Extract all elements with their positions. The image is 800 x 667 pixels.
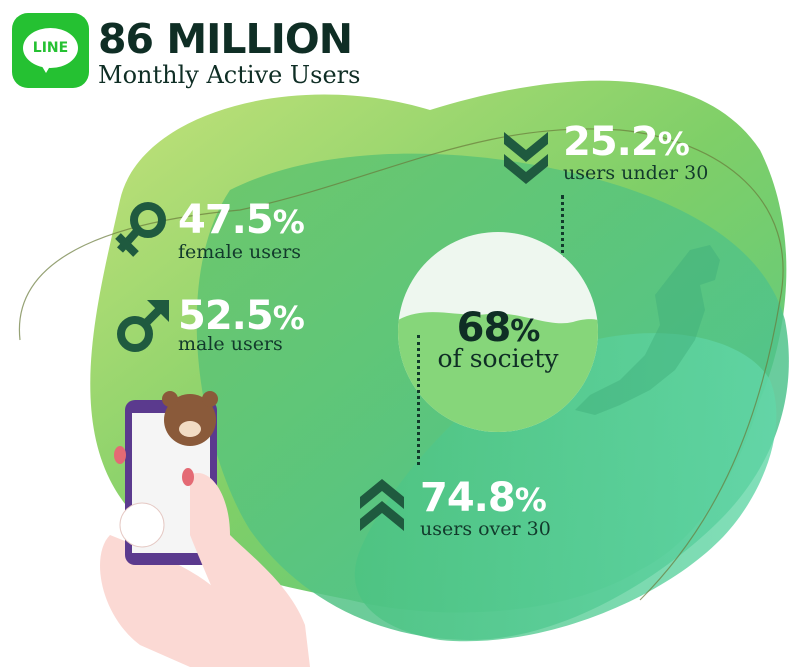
under30-value: 25.2% — [563, 119, 690, 165]
female-value: 47.5% — [178, 197, 305, 243]
under30-label: users under 30 — [563, 162, 709, 184]
double-chevron-up-icon — [360, 479, 404, 531]
male-value: 52.5% — [178, 293, 305, 339]
speech-bubble-icon — [23, 28, 78, 68]
double-chevron-down-icon — [504, 132, 548, 184]
brown-bear-face — [164, 394, 216, 446]
female-symbol-icon — [115, 202, 166, 257]
page-subtitle: Monthly Active Users — [98, 61, 361, 89]
over30-label: users over 30 — [420, 518, 551, 540]
hand-left — [100, 535, 250, 667]
line-logo: LINE — [12, 13, 89, 88]
speech-bubble-tail — [40, 63, 52, 73]
japan-map — [575, 245, 720, 415]
dotted-line-top — [561, 195, 564, 285]
over30-value: 74.8% — [420, 475, 547, 521]
society-label: of society — [437, 344, 559, 373]
society-fill — [398, 312, 598, 432]
page-title: 86 MILLION — [98, 15, 353, 63]
phone-hand-illustration — [100, 391, 310, 667]
female-label: female users — [178, 241, 302, 263]
blob-front — [354, 333, 777, 642]
male-label: male users — [178, 333, 283, 355]
dotted-line-bottom — [417, 335, 420, 465]
logo-text: LINE — [32, 40, 69, 56]
society-value: 68% — [456, 305, 541, 351]
cony-face — [119, 502, 165, 548]
male-symbol-icon — [117, 300, 169, 352]
society-circle: 68% of society — [398, 232, 598, 432]
hand-right — [190, 473, 310, 667]
